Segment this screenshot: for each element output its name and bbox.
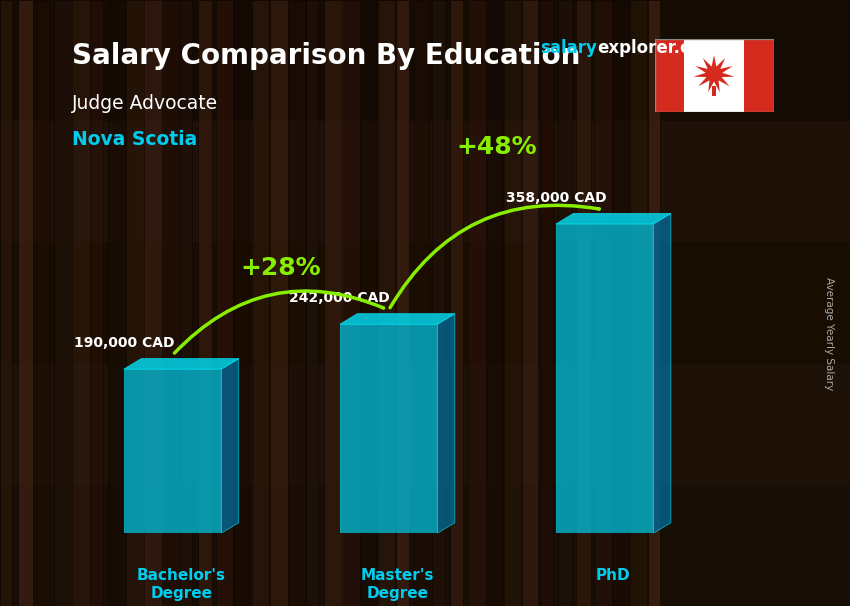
Text: explorer.com: explorer.com: [598, 39, 719, 58]
Bar: [198, 0, 212, 606]
Bar: [558, 0, 572, 606]
Text: 242,000 CAD: 242,000 CAD: [290, 291, 390, 305]
Text: +48%: +48%: [456, 135, 537, 159]
Bar: [414, 0, 429, 606]
Bar: [270, 0, 288, 606]
Bar: [0, 0, 850, 121]
Polygon shape: [340, 314, 455, 324]
Polygon shape: [744, 39, 774, 112]
Polygon shape: [124, 369, 221, 533]
Bar: [450, 0, 463, 606]
Text: salary: salary: [540, 39, 597, 58]
Bar: [54, 0, 74, 606]
Bar: [594, 0, 612, 606]
Bar: [0, 0, 12, 606]
Bar: [468, 0, 487, 606]
Polygon shape: [556, 224, 654, 533]
Bar: [540, 0, 553, 606]
Bar: [234, 0, 249, 606]
Polygon shape: [556, 213, 671, 224]
Bar: [648, 0, 660, 606]
Polygon shape: [694, 55, 734, 92]
Bar: [18, 0, 33, 606]
Polygon shape: [221, 359, 239, 533]
Bar: [180, 0, 192, 606]
Bar: [522, 0, 538, 606]
Bar: [378, 0, 395, 606]
Polygon shape: [340, 324, 438, 533]
Text: Master's
Degree: Master's Degree: [360, 568, 434, 601]
Text: Judge Advocate: Judge Advocate: [72, 94, 218, 113]
Bar: [72, 0, 90, 606]
Polygon shape: [124, 359, 239, 369]
FancyArrowPatch shape: [390, 205, 599, 308]
Bar: [576, 0, 591, 606]
Bar: [432, 0, 445, 606]
Polygon shape: [654, 213, 671, 533]
Bar: [288, 0, 305, 606]
FancyArrowPatch shape: [174, 291, 383, 353]
Bar: [486, 0, 503, 606]
Bar: [0, 485, 850, 606]
Polygon shape: [654, 39, 684, 112]
Text: 358,000 CAD: 358,000 CAD: [506, 191, 606, 205]
Bar: [108, 0, 128, 606]
Bar: [504, 0, 521, 606]
Text: Salary Comparison By Education: Salary Comparison By Education: [72, 42, 581, 70]
Text: Bachelor's
Degree: Bachelor's Degree: [137, 568, 226, 601]
Bar: [0, 364, 850, 485]
Polygon shape: [654, 39, 774, 112]
Bar: [306, 0, 318, 606]
Bar: [216, 0, 233, 606]
Bar: [0, 242, 850, 364]
Text: Average Yearly Salary: Average Yearly Salary: [824, 277, 834, 390]
Bar: [36, 0, 49, 606]
Bar: [612, 0, 632, 606]
Bar: [90, 0, 103, 606]
Text: PhD: PhD: [596, 568, 631, 584]
Bar: [144, 0, 164, 606]
Bar: [162, 0, 181, 606]
Bar: [126, 0, 146, 606]
Bar: [396, 0, 409, 606]
Bar: [252, 0, 269, 606]
Text: 190,000 CAD: 190,000 CAD: [73, 336, 174, 350]
Bar: [712, 85, 716, 96]
Bar: [324, 0, 344, 606]
Bar: [0, 121, 850, 242]
Text: Nova Scotia: Nova Scotia: [72, 130, 197, 149]
Polygon shape: [438, 314, 455, 533]
Text: +28%: +28%: [241, 256, 321, 280]
Bar: [342, 0, 360, 606]
Bar: [630, 0, 647, 606]
Bar: [360, 0, 376, 606]
